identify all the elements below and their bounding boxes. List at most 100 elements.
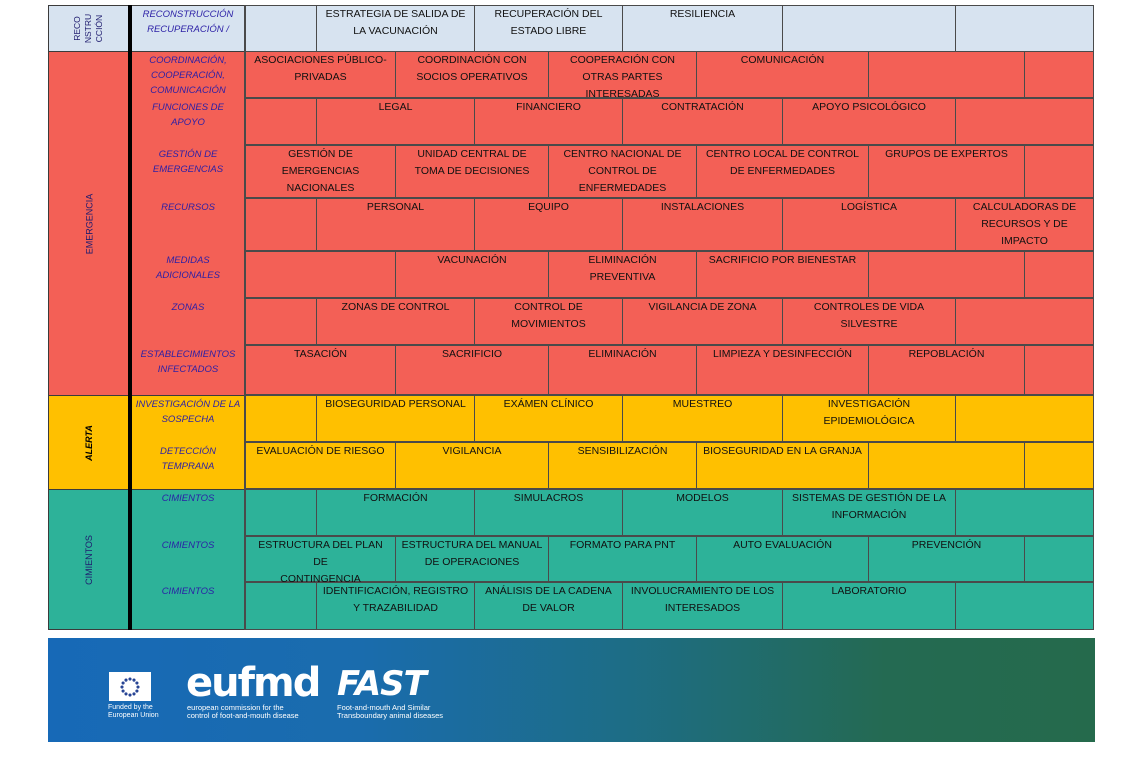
diagram-cell [868, 442, 1024, 489]
diagram-cell [782, 5, 955, 52]
diagram-cell [1024, 145, 1094, 198]
diagram-cell: EXÁMEN CLÍNICO [474, 395, 622, 442]
row-label: CIMIENTOS [132, 582, 245, 630]
diagram-cell: SACRIFICIO POR BIENESTAR [696, 251, 868, 298]
diagram-cell [245, 395, 316, 442]
diagram-cell: PREVENCIÓN [868, 536, 1024, 582]
band-label-alert: ALERTA [49, 395, 129, 490]
diagram-cell: ZONAS DE CONTROL [316, 298, 474, 345]
diagram-cell: INVOLUCRAMIENTO DE LOS INTERESADOS [622, 582, 782, 630]
diagram-cell: MUESTREO [622, 395, 782, 442]
diagram-cell: CENTRO NACIONAL DE CONTROL DE ENFERMEDAD… [548, 145, 696, 198]
diagram-row: CIMIENTOS ESTRUCTURA DEL PLAN DE CONTINGE… [132, 536, 1094, 585]
diagram-cell: REPOBLACIÓN [868, 345, 1024, 395]
band-label-foundations-text: CIMIENTOS [84, 534, 94, 585]
diagram-cell [955, 395, 1094, 442]
diagram-row: ESTABLECIMIENTOS INFECTADOS TASACIÓN SACRI… [132, 345, 1094, 395]
diagram-cell: APOYO PSICOLÓGICO [782, 98, 955, 145]
eu-stars-icon [120, 676, 140, 697]
diagram-cell: AUTO EVALUACIÓN [696, 536, 868, 582]
fast-caption: Foot-and-mouth And Similar Transboundary… [337, 703, 444, 720]
diagram-cell: GESTIÓN DE EMERGENCIAS NACIONALES [245, 145, 395, 198]
diagram-cell [245, 5, 316, 52]
eu-star-icon [128, 676, 132, 681]
diagram-cell: EVALUACIÓN DE RIESGO [245, 442, 395, 489]
eu-star-icon [132, 678, 136, 682]
diagram-cell [245, 582, 316, 630]
diagram-cell [868, 251, 1024, 298]
diagram-row: MEDIDAS ADICIONALES VACUNACIÓN ELIMINACIÓN… [132, 251, 1094, 298]
band-foundations-bg [48, 489, 1094, 630]
diagram-cell: TASACIÓN [245, 345, 395, 395]
eu-flag-logo [109, 672, 151, 701]
diagram-cell: IDENTIFICACIÓN, REGISTRO Y TRAZABILIDAD [316, 582, 474, 630]
contingency-house-diagram: RECO NSTRU CCIÓN EMERGENCIA ALERTA CIMIE… [48, 5, 1094, 630]
diagram-cell: COMUNICACIÓN [696, 51, 868, 98]
diagram-cell: COORDINACIÓN CON SOCIOS OPERATIVOS [395, 51, 548, 98]
diagram-cell: SENSIBILIZACIÓN [548, 442, 696, 489]
diagram-cell [1024, 536, 1094, 582]
diagram-cell: COOPERACIÓN CON OTRAS PARTES INTERESADAS [548, 51, 696, 100]
diagram-row: FUNCIONES DE APOYO LEGAL FINANCIERO CONTRAT… [132, 98, 1094, 145]
diagram-cell: BIOSEGURIDAD EN LA GRANJA [696, 442, 868, 489]
diagram-cell [955, 489, 1094, 536]
diagram-row: CIMIENTOS FORMACIÓN SIMULACROS MODELOS SISTE… [132, 489, 1094, 536]
diagram-cell: ESTRUCTURA DEL PLAN DE CONTINGENCIA [245, 536, 395, 585]
diagram-cell: ELIMINACIÓN PREVENTIVA [548, 251, 696, 298]
diagram-cell [955, 98, 1094, 145]
diagram-cell [955, 298, 1094, 345]
eu-star-icon [132, 691, 136, 695]
diagram-cell [868, 51, 1024, 98]
diagram-row: ZONAS ZONAS DE CONTROL CONTROL DE MOVIMIEN… [132, 298, 1094, 345]
diagram-cell: RECUPERACIÓN DEL ESTADO LIBRE [474, 5, 622, 52]
eu-star-icon [120, 684, 124, 689]
diagram-cell: ELIMINACIÓN [548, 345, 696, 395]
row-label: INVESTIGACIÓN DE LA SOSPECHA [132, 395, 245, 442]
eu-star-icon [121, 688, 125, 693]
row-label: RECONSTRUCCIÓN RECUPERACIÓN / [132, 5, 245, 52]
row-label: RECURSOS [132, 198, 245, 251]
diagram-cell: VACUNACIÓN [395, 251, 548, 298]
band-label-emergency: EMERGENCIA [49, 51, 129, 396]
diagram-row: COORDINACIÓN, COOPERACIÓN, COMUNICACIÓN A… [132, 51, 1094, 100]
band-label-reconstruction-text: RECO NSTRU CCIÓN [72, 13, 105, 44]
eu-caption: Funded by the European Union [108, 704, 159, 719]
diagram-row: RECONSTRUCCIÓN RECUPERACIÓN / ESTRATEGIA … [132, 5, 1094, 52]
diagram-row: DETECCIÓN TEMPRANA EVALUACIÓN DE RIESGO VI… [132, 442, 1094, 489]
diagram-cell: VIGILANCIA [395, 442, 548, 489]
diagram-cell: FORMATO PARA PNT [548, 536, 696, 582]
diagram-cell: ASOCIACIONES PÚBLICO- PRIVADAS [245, 51, 395, 98]
diagram-cell: EQUIPO [474, 198, 622, 251]
diagram-cell: INSTALACIONES [622, 198, 782, 251]
eufmd-caption: european commission for the control of f… [187, 703, 299, 720]
diagram-row: RECURSOS PERSONAL EQUIPO INSTALACIONES LOGÍS… [132, 198, 1094, 251]
diagram-cell [245, 98, 316, 145]
diagram-row: GESTIÓN DE EMERGENCIAS GESTIÓN DE EMERGEN… [132, 145, 1094, 198]
diagram-cell: ESTRATEGIA DE SALIDA DE LA VACUNACIÓN [316, 5, 474, 52]
fast-logo: FAST [337, 664, 427, 704]
footer-banner: Funded by the European Union eufmd europ… [48, 638, 1095, 742]
band-label-foundations: CIMIENTOS [49, 489, 129, 630]
diagram-cell: SIMULACROS [474, 489, 622, 536]
diagram-cell: LOGÍSTICA [782, 198, 955, 251]
diagram-cell: GRUPOS DE EXPERTOS [868, 145, 1024, 198]
diagram-cell [955, 5, 1094, 52]
row-label: CIMIENTOS [132, 536, 245, 582]
diagram-row: CIMIENTOS IDENTIFICACIÓN, REGISTRO Y TRAZ… [132, 582, 1094, 630]
row-label: GESTIÓN DE EMERGENCIAS [132, 145, 245, 198]
eu-star-icon [124, 691, 128, 695]
diagram-cell: RESILIENCIA [622, 5, 782, 52]
row-label: CIMIENTOS [132, 489, 245, 536]
band-label-alert-text: ALERTA [83, 424, 94, 461]
diagram-cell: UNIDAD CENTRAL DE TOMA DE DECISIONES [395, 145, 548, 198]
diagram-cell [1024, 251, 1094, 298]
diagram-cell: FINANCIERO [474, 98, 622, 145]
eufmd-logo: eufmd [186, 660, 321, 706]
diagram-cell [955, 582, 1094, 630]
eu-star-icon [121, 680, 125, 685]
diagram-cell: PERSONAL [316, 198, 474, 251]
diagram-cell: LEGAL [316, 98, 474, 145]
eu-star-icon [128, 692, 132, 697]
diagram-cell: CONTRATACIÓN [622, 98, 782, 145]
diagram-cell [245, 298, 316, 345]
